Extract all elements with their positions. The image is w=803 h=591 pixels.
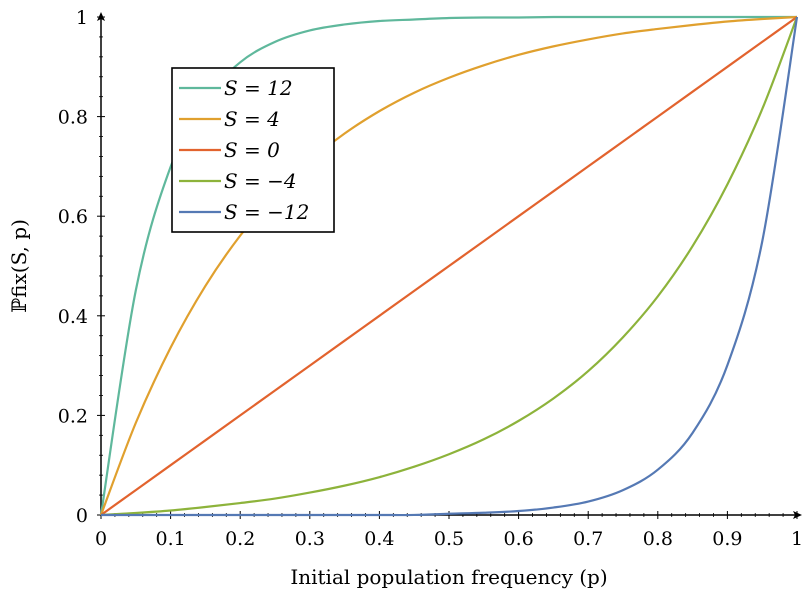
y-tick-label: 0.2 [58,405,88,427]
series-line-2 [100,16,798,516]
y-tick-label: 0.8 [58,107,88,129]
x-tick-label: 0.4 [364,528,394,550]
x-tick-label: 0 [95,528,107,550]
x-tick-label: 1 [791,528,803,550]
x-tick-label: 0.3 [295,528,325,550]
y-axis-title: ℙfix(S, p) [7,219,31,313]
legend-label: S = −4 [224,169,297,193]
series-line-3 [100,16,799,517]
x-tick-label: 0.5 [434,528,464,550]
legend-label: S = 12 [224,76,293,100]
x-axis-title: Initial population frequency (p) [290,565,607,589]
series-line-1 [99,15,798,516]
legend-label: S = 0 [224,138,280,162]
x-tick-label: 0.6 [503,528,533,550]
series-line-4 [101,16,799,517]
y-tick-label: 0.6 [58,206,88,228]
x-tick-label: 0.7 [573,528,603,550]
y-tick-label: 0.4 [58,306,88,328]
x-tick-label: 0.9 [712,528,742,550]
y-tick-label: 1 [76,7,88,29]
x-tick-label: 0.2 [225,528,255,550]
x-tick-label: 0.8 [643,528,673,550]
legend-label: S = 4 [224,107,280,131]
x-tick-label: 0.1 [155,528,185,550]
y-tick-label: 0 [76,505,88,527]
ticks: 0 0.1 0.2 0.3 0.4 0.5 0.6 0.7 0.8 0.9 1 0 0.2 0.4 0.6 0… [58,7,803,550]
legend-label: S = −12 [224,200,309,224]
legend: S = 12 S = 4 S = 0 S = −4 S = −12 [171,67,335,233]
